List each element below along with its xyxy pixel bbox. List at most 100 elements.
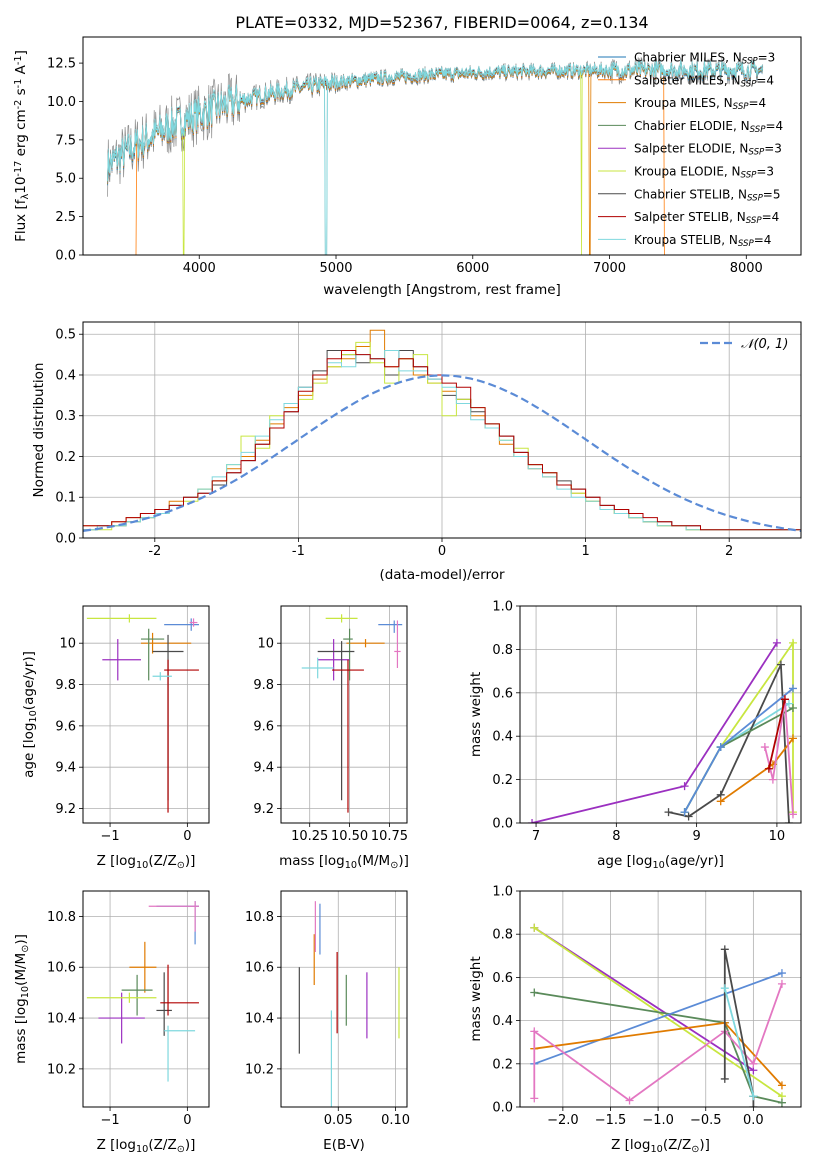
errorbar-point [160,964,199,1016]
errorbar-point [98,992,145,1044]
x-axis-label: age [log10(age/yr)] [597,853,724,871]
y-tick-label: 0.6 [492,971,513,986]
y-tick-label: 9.4 [55,761,76,776]
weight-series [530,979,786,1105]
legend-label: Chabrier STELIB, NSSP=5 [634,187,781,203]
plus-marker [530,1094,539,1103]
plus-marker [784,819,793,823]
age-vs-Z-chart: −1 0 9.2 9.4 9.6 9.8 10 Z [log10(Z/Z⊙)] age [log… [21,605,210,871]
weight-line [531,642,778,823]
x-tick-label: −0.5 [690,1113,722,1128]
x-tick-label: −1 [100,829,119,844]
errorbar-point [140,632,192,654]
y-tick-label: 0.4 [492,1014,513,1029]
plus-marker [720,1074,729,1083]
plus-marker [720,984,729,993]
x-tick-label: 10.75 [371,829,408,844]
plus-marker [777,979,786,988]
axes-frame [280,890,408,1108]
plus-marker [768,775,777,784]
plus-marker [760,743,769,752]
y-tick-label: 0.2 [492,1057,513,1072]
histogram-series [83,350,801,531]
plus-marker [528,819,537,823]
axes-frame [519,605,802,824]
plot-area [528,638,797,823]
legend-label: Salpeter ELODIE, NSSP=3 [634,142,782,158]
plus-marker [788,734,797,743]
normal-curve [83,374,801,532]
y-tick-label: 9.8 [253,678,274,693]
x-tick-label: −1.0 [642,1113,674,1128]
y-tick-label: 0.0 [492,1101,513,1116]
y-tick-label: 10 [257,637,274,652]
errorbar-point [378,620,403,633]
x-tick-label: 8000 [730,261,763,276]
x-tick-label: −1.5 [595,1113,627,1128]
y-tick-label: 10.0 [47,95,76,110]
x-tick-label: 0 [438,544,446,559]
errorbar-point [189,618,198,627]
weight-series [528,638,781,823]
x-tick-label: −2.0 [547,1113,579,1128]
x-axis-label: Z [log10(Z/Z⊙)] [97,853,196,871]
legend-label: Chabrier MILES, NSSP=3 [634,51,775,67]
x-tick-label: 8 [612,829,620,844]
plot-area [107,56,764,255]
plot-area [301,614,403,813]
axes-frame [280,605,408,824]
x-axis-label: mass [log10(M/M⊙)] [279,853,409,871]
x-tick-label: 9 [692,829,700,844]
errorbar-point [156,972,172,1036]
plus-marker [720,945,729,954]
errorbar-point [86,992,157,1003]
weight-series [720,984,758,1101]
x-tick-label: -1 [292,544,305,559]
model-line [107,62,764,184]
plus-marker [772,638,781,647]
y-tick-label: 10 [59,637,76,652]
y-tick-label: 10.2 [245,1062,274,1077]
mass-vs-ebv-chart: 0.05 0.10 10.2 10.4 10.6 10.8 E(B-V) [245,890,410,1153]
legend-label: Salpeter STELIB, NSSP=4 [634,210,779,226]
age-vs-mass-chart: 10.25 10.50 10.75 9.2 9.4 9.6 9.8 10 mass [log10… [253,605,409,871]
y-tick-label: 10.2 [47,1062,76,1077]
x-tick-label: 5000 [319,261,352,276]
plus-marker [749,1092,758,1101]
y-tick-label: 9.2 [253,802,274,817]
y-tick-label: 0.3 [55,409,76,424]
plus-marker [680,782,689,791]
weight-line [723,949,755,1107]
x-tick-label: 7 [532,829,540,844]
model-line [107,64,764,186]
y-tick-label: 9.6 [253,719,274,734]
plot-area [86,614,199,813]
y-tick-label: 0.8 [492,643,513,658]
model-line [107,64,763,255]
plus-marker [764,764,773,773]
x-tick-label: 1 [581,544,589,559]
plus-marker [716,743,725,752]
errorbar-point [102,639,141,681]
plus-marker [530,1027,539,1036]
y-axis-label: age [log10(age/yr)] [21,651,39,778]
plus-marker [530,988,539,997]
y-tick-label: 0.1 [55,491,76,506]
y-tick-label: 10.8 [47,910,76,925]
errorbar-point [394,620,401,668]
chart-title: PLATE=0332, MJD=52367, FIBERID=0064, z=0… [235,13,648,32]
plus-marker [777,1081,786,1090]
y-tick-label: 9.6 [55,719,76,734]
plus-marker [749,1103,758,1107]
plus-marker [777,1098,786,1107]
y-tick-label: 2.5 [55,210,76,225]
y-tick-label: 12.5 [47,57,76,72]
massweight-vs-Z-chart: −2.0 −1.5 −1.0 −0.5 0.0 0.0 0.2 0.4 0.6 0.8 1.0 Z [… [468,885,802,1155]
x-tick-label: 10 [769,829,786,844]
errorbar-point [332,659,364,813]
model-line-top [107,62,764,255]
plus-marker [777,969,786,978]
y-tick-label: 10.4 [47,1012,76,1027]
y-tick-label: 0.0 [492,817,513,832]
x-tick-label: 0 [183,1113,191,1128]
